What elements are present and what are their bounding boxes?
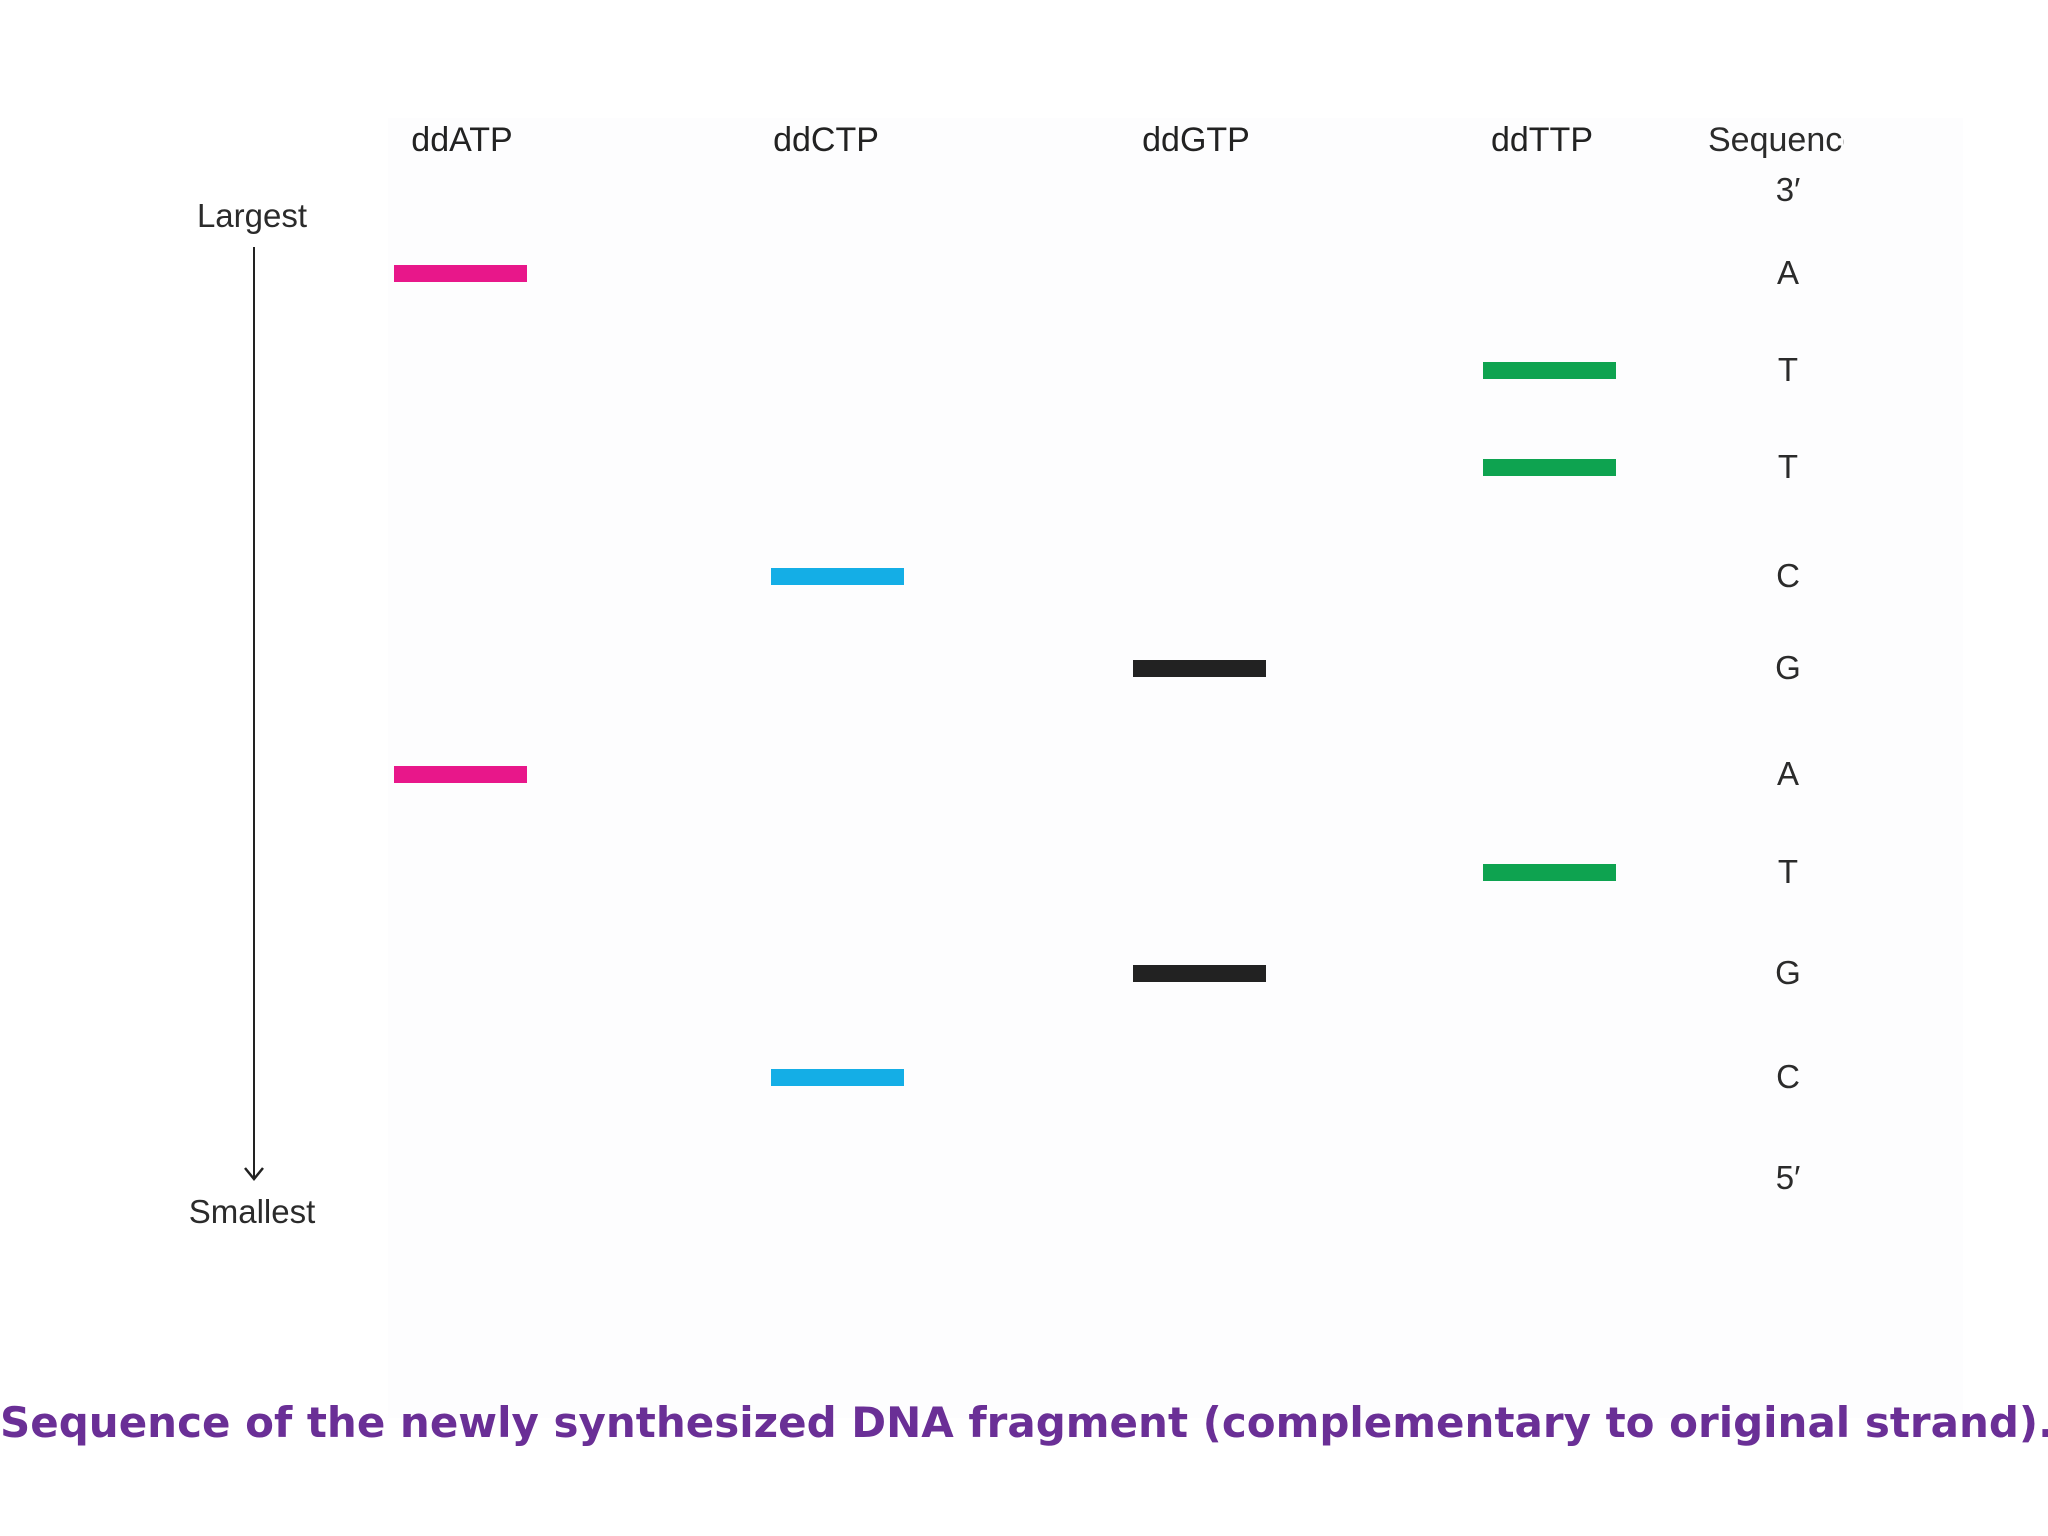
band-ddttp-3	[1483, 864, 1616, 881]
axis-label-largest: Largest	[196, 197, 308, 234]
band-ddatp-1	[394, 265, 527, 282]
sequence-letter-1: A	[1776, 254, 1799, 291]
lane-header-ddctp: ddCTP	[773, 121, 879, 159]
band-ddatp-2	[394, 766, 527, 783]
band-ddctp-1	[771, 568, 904, 585]
sequence-letter-6: A	[1776, 755, 1799, 792]
sequence-letter-8: G	[1775, 954, 1801, 991]
band-ddgtp-1	[1133, 660, 1266, 677]
lane-header-ddgtp: ddGTP	[1142, 121, 1250, 159]
size-axis-line	[253, 247, 255, 1177]
sequence-letter-9: C	[1776, 1058, 1800, 1095]
band-ddgtp-2	[1133, 965, 1266, 982]
gel-background	[388, 118, 1963, 1418]
band-ddttp-1	[1483, 362, 1616, 379]
sequence-letter-3: T	[1777, 448, 1799, 485]
sequence-letter-7: T	[1777, 853, 1799, 890]
sequence-end-3prime: 3′	[1775, 171, 1801, 208]
sequence-header: Sequence	[1708, 120, 1844, 164]
lane-header-ddatp: ddATP	[411, 121, 513, 159]
sequence-end-5prime: 5′	[1775, 1159, 1801, 1196]
band-ddttp-2	[1483, 459, 1616, 476]
axis-label-smallest: Smallest	[188, 1193, 316, 1230]
sequence-letter-4: C	[1776, 557, 1800, 594]
band-ddctp-2	[771, 1069, 904, 1086]
sequence-letter-2: T	[1777, 351, 1799, 388]
arrow-down-icon	[244, 1167, 264, 1181]
sequence-header-label: Sequence	[1708, 121, 1844, 159]
lane-header-ddttp: ddTTP	[1490, 121, 1594, 159]
figure-caption: Sequence of the newly synthesized DNA fr…	[0, 1398, 2048, 1447]
sequence-letter-5: G	[1775, 649, 1801, 686]
